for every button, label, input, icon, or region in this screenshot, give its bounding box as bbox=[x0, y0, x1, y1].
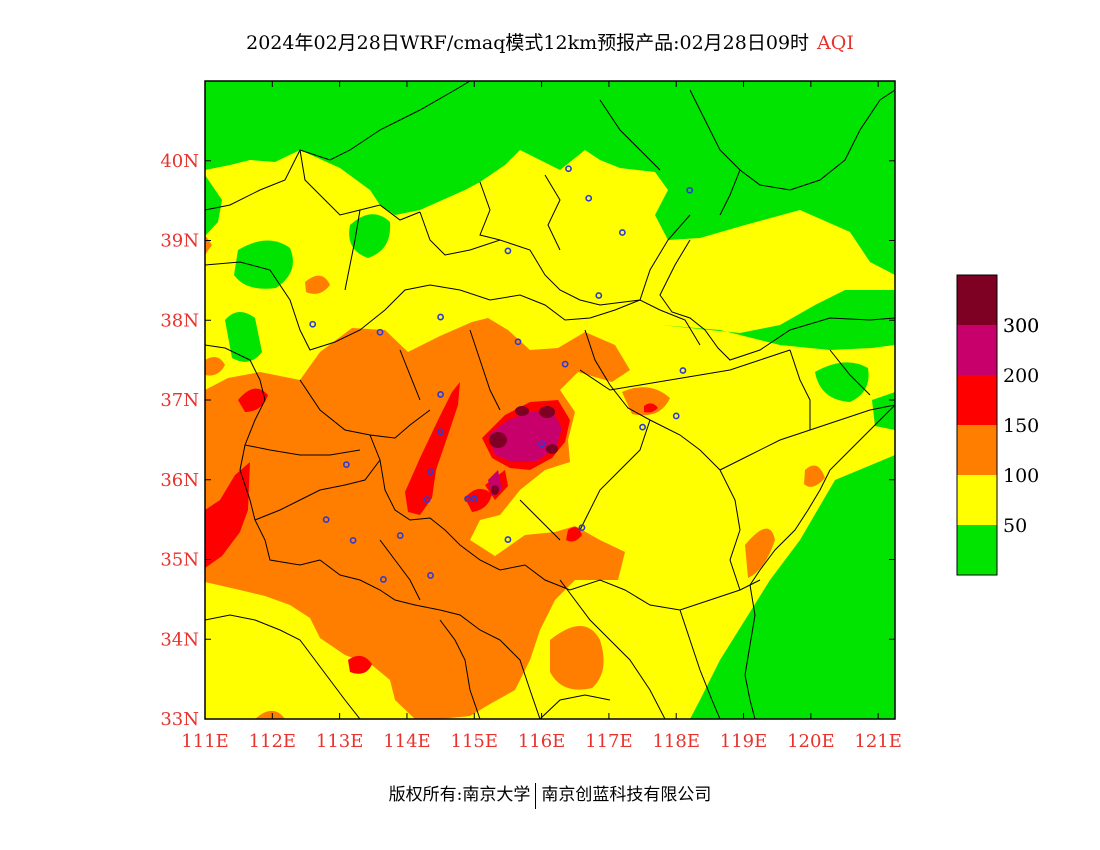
station-marker bbox=[427, 572, 434, 579]
lon-tick-label: 119E bbox=[720, 731, 768, 752]
lon-tick-label: 117E bbox=[585, 731, 633, 752]
latitude-labels: 40N 39N 38N 37N 36N 35N 34N 33N bbox=[160, 151, 199, 730]
station-marker bbox=[437, 391, 445, 398]
lon-tick-label: 113E bbox=[316, 731, 364, 752]
coastline bbox=[659, 239, 895, 719]
lon-tick-label: 116E bbox=[518, 731, 566, 752]
aqi-zones-good bbox=[205, 81, 895, 719]
station-marker bbox=[437, 428, 445, 436]
lat-tick-label: 37N bbox=[160, 390, 199, 411]
map-panel bbox=[205, 81, 895, 719]
station-marker bbox=[595, 292, 603, 299]
footer-separator bbox=[535, 782, 537, 809]
lat-tick-label: 38N bbox=[160, 310, 199, 331]
station-marker bbox=[427, 468, 434, 476]
legend-swatch bbox=[957, 375, 997, 425]
station-marker bbox=[379, 576, 387, 583]
station-marker bbox=[538, 440, 545, 448]
lon-tick-label: 121E bbox=[854, 731, 902, 752]
station-marker bbox=[639, 423, 646, 431]
axis-ticks bbox=[204, 81, 895, 720]
lat-tick-label: 36N bbox=[160, 470, 199, 491]
station-marker bbox=[514, 338, 522, 346]
station-marker bbox=[618, 229, 626, 236]
footer-copyright: 版权所有:南京大学 bbox=[388, 785, 531, 805]
legend-swatch bbox=[957, 275, 997, 325]
longitude-labels: 111E 112E 113E 114E 115E 116E 117E 118E 119E 120E… bbox=[181, 731, 902, 752]
legend-swatch bbox=[957, 325, 997, 375]
station-marker bbox=[349, 536, 357, 544]
legend-label: 150 bbox=[1003, 415, 1039, 437]
station-marker bbox=[679, 367, 687, 374]
footer: 版权所有:南京大学 南京创蓝科技有限公司 bbox=[0, 780, 1100, 809]
station-marker bbox=[423, 496, 431, 504]
monitoring-stations bbox=[309, 165, 694, 583]
map-title-main: 2024年02月28日WRF/cmaq模式12km预报产品:02月28日09时 bbox=[246, 32, 810, 54]
station-marker bbox=[578, 524, 586, 531]
lat-tick-label: 33N bbox=[160, 709, 199, 730]
station-marker bbox=[342, 461, 350, 468]
aqi-zones-hazardous bbox=[489, 406, 558, 495]
station-marker bbox=[565, 165, 572, 173]
legend-label: 300 bbox=[1003, 315, 1039, 337]
lat-tick-label: 39N bbox=[160, 231, 199, 252]
legend-swatch bbox=[957, 475, 997, 525]
legend-label: 50 bbox=[1003, 515, 1027, 537]
station-marker bbox=[686, 186, 694, 194]
station-marker bbox=[376, 328, 384, 336]
map-title-variable: AQI bbox=[817, 32, 854, 54]
legend-swatch bbox=[957, 425, 997, 475]
lon-tick-label: 118E bbox=[652, 731, 700, 752]
legend-swatch bbox=[957, 525, 997, 575]
station-marker bbox=[585, 194, 593, 202]
map-title: 2024年02月28日WRF/cmaq模式12km预报产品:02月28日09时 A… bbox=[0, 28, 1100, 55]
lon-tick-label: 112E bbox=[249, 731, 297, 752]
station-marker bbox=[672, 412, 680, 420]
station-marker bbox=[309, 320, 317, 328]
admin-boundaries bbox=[205, 81, 895, 719]
legend-frame bbox=[956, 274, 998, 576]
lon-tick-label: 120E bbox=[787, 731, 835, 752]
lat-tick-label: 34N bbox=[160, 629, 199, 650]
lat-tick-label: 40N bbox=[160, 151, 199, 172]
station-marker bbox=[504, 247, 512, 255]
footer-company: 南京创蓝科技有限公司 bbox=[541, 785, 712, 805]
lon-tick-label: 114E bbox=[383, 731, 431, 752]
lat-tick-label: 35N bbox=[160, 550, 199, 571]
legend-label: 100 bbox=[1003, 465, 1039, 487]
station-marker bbox=[396, 532, 404, 539]
lon-tick-label: 115E bbox=[451, 731, 499, 752]
legend-label: 300 bbox=[1003, 315, 1039, 337]
legend-label: 200 bbox=[1003, 365, 1039, 387]
lon-tick-label: 111E bbox=[181, 731, 229, 752]
station-marker bbox=[504, 536, 512, 543]
station-marker bbox=[464, 495, 471, 503]
station-marker bbox=[322, 516, 330, 524]
station-marker bbox=[470, 495, 478, 503]
station-marker bbox=[437, 313, 445, 321]
station-marker bbox=[561, 360, 569, 368]
